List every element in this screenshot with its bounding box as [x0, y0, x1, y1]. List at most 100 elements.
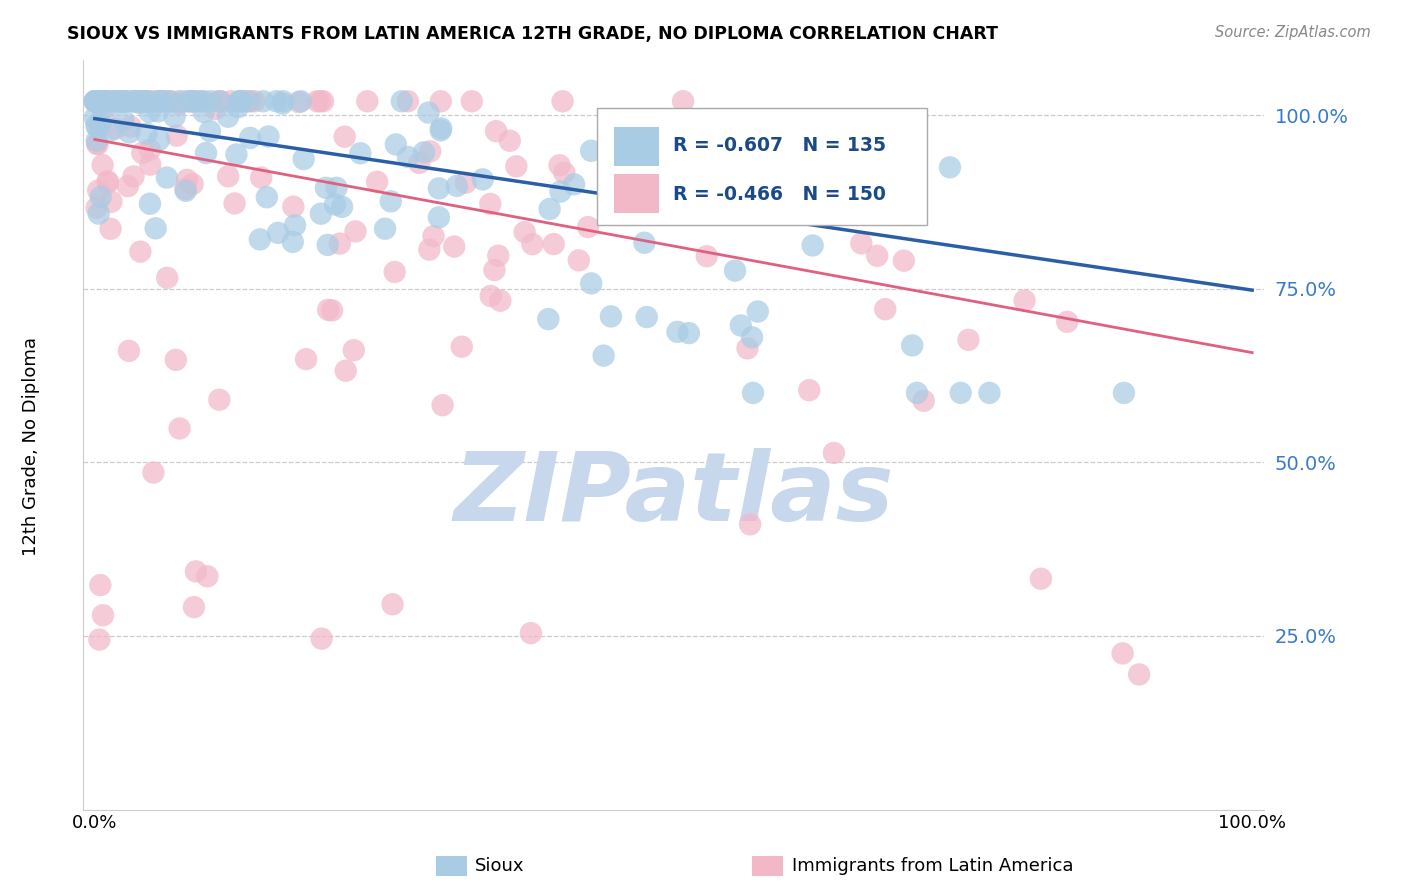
Point	[122, 95, 145, 109]
Point	[100, 194, 122, 209]
Point	[91, 95, 114, 109]
Point	[128, 95, 150, 109]
Point	[505, 159, 527, 173]
Point	[225, 147, 247, 161]
Point	[380, 194, 402, 209]
Point	[181, 95, 204, 109]
Point	[84, 95, 107, 109]
Point	[90, 116, 112, 130]
Point	[105, 95, 128, 109]
Point	[121, 95, 143, 109]
Point	[228, 95, 250, 109]
Point	[149, 95, 172, 109]
Point	[562, 178, 585, 192]
Point	[799, 383, 821, 397]
Point	[97, 95, 120, 109]
Point	[177, 95, 200, 109]
Point	[315, 181, 337, 195]
Point	[86, 201, 108, 215]
Point	[193, 95, 215, 109]
Point	[86, 118, 108, 132]
Point	[384, 265, 406, 279]
Point	[432, 398, 454, 412]
Point	[96, 95, 118, 109]
Point	[100, 221, 122, 235]
Point	[309, 207, 332, 221]
Point	[576, 220, 599, 235]
Point	[134, 95, 156, 109]
Point	[429, 123, 451, 137]
Point	[219, 95, 242, 109]
Point	[311, 632, 333, 646]
Text: Immigrants from Latin America: Immigrants from Latin America	[792, 857, 1073, 875]
Point	[422, 229, 444, 244]
FancyBboxPatch shape	[614, 127, 659, 166]
Point	[181, 177, 204, 191]
Point	[91, 158, 114, 172]
Point	[149, 95, 172, 109]
Point	[169, 96, 191, 111]
Point	[229, 95, 252, 109]
Point	[86, 137, 108, 152]
Point	[513, 225, 536, 239]
Point	[84, 95, 107, 109]
Point	[87, 206, 110, 220]
Point	[183, 600, 205, 615]
Point	[427, 211, 450, 225]
Point	[112, 113, 135, 128]
Point	[479, 197, 502, 211]
Point	[333, 129, 356, 144]
Point	[271, 95, 294, 109]
Point	[96, 95, 118, 109]
Point	[520, 626, 543, 640]
Point	[325, 181, 347, 195]
Point	[94, 95, 117, 109]
Point	[127, 95, 149, 110]
Point	[396, 95, 419, 109]
Point	[176, 173, 198, 187]
Text: Source: ZipAtlas.com: Source: ZipAtlas.com	[1215, 25, 1371, 40]
Point	[730, 318, 752, 333]
Point	[633, 235, 655, 250]
Point	[169, 421, 191, 435]
Point	[551, 95, 574, 109]
Point	[132, 95, 155, 109]
Point	[184, 95, 207, 109]
Point	[568, 253, 591, 268]
Point	[543, 237, 565, 252]
Point	[129, 95, 152, 109]
Text: R = -0.466   N = 150: R = -0.466 N = 150	[673, 185, 886, 204]
Point	[148, 95, 170, 109]
Point	[321, 303, 343, 318]
Point	[666, 325, 689, 339]
Point	[949, 385, 972, 400]
Point	[217, 110, 239, 124]
Point	[90, 95, 112, 109]
Point	[150, 95, 173, 109]
Point	[156, 170, 179, 185]
Point	[344, 224, 367, 238]
Point	[579, 277, 602, 291]
Point	[155, 95, 177, 109]
Point	[145, 221, 167, 235]
Point	[187, 95, 209, 109]
Text: 12th Grade, No Diploma: 12th Grade, No Diploma	[22, 336, 39, 556]
Point	[204, 102, 226, 116]
Point	[197, 569, 219, 583]
Point	[396, 150, 419, 164]
Point	[801, 238, 824, 252]
Point	[90, 95, 112, 109]
Point	[163, 110, 186, 124]
Point	[592, 349, 614, 363]
Point	[550, 185, 572, 199]
Point	[443, 239, 465, 253]
Point	[1128, 667, 1150, 681]
Point	[86, 120, 108, 135]
Point	[231, 95, 253, 109]
Point	[208, 392, 231, 407]
Point	[84, 95, 107, 109]
Point	[267, 226, 290, 240]
Point	[413, 145, 436, 160]
Point	[131, 145, 153, 160]
Point	[678, 139, 700, 153]
